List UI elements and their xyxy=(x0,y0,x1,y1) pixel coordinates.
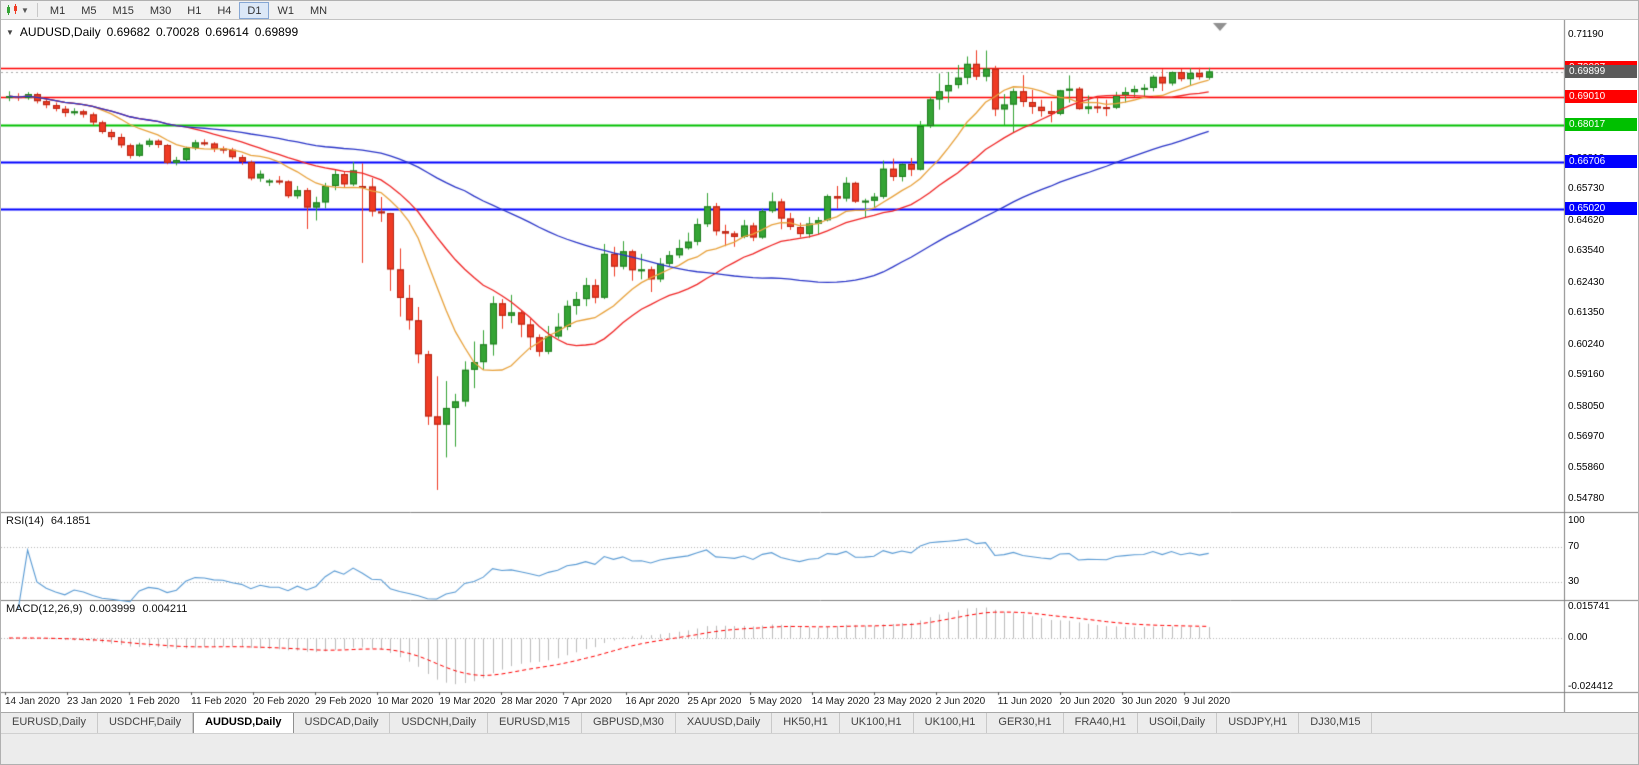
timeframe-button-w1[interactable]: W1 xyxy=(269,2,302,19)
chart-tab[interactable]: GER30,H1 xyxy=(987,713,1064,733)
ohlc-high: 0.70028 xyxy=(156,25,200,39)
ohlc-close: 0.69899 xyxy=(254,25,299,39)
ohlc-open: 0.69682 xyxy=(106,25,150,39)
chart-tab[interactable]: XAUUSD,Daily xyxy=(676,713,773,733)
chart-tab[interactable]: GBPUSD,M30 xyxy=(582,713,676,733)
macd-indicator-label: MACD(12,26,9) 0.003999 0.004211 xyxy=(6,603,187,615)
macd-main-value: 0.003999 xyxy=(89,603,136,615)
timeframe-button-m15[interactable]: M15 xyxy=(104,2,141,19)
timeframe-button-d1[interactable]: D1 xyxy=(239,1,270,19)
status-bar xyxy=(1,733,1638,764)
chevron-down-icon: ▼ xyxy=(21,5,29,15)
chart-tab[interactable]: EURUSD,M15 xyxy=(488,713,582,733)
rsi-indicator-label: RSI(14) 64.1851 xyxy=(6,515,91,527)
chart-symbol-period: AUDUSD,Daily xyxy=(19,25,101,39)
chart-canvas[interactable] xyxy=(1,20,1638,712)
chart-tab[interactable]: EURUSD,Daily xyxy=(1,713,98,733)
timeframe-toolbar: ▼ M1 M5 M15 M30 H1 H4 D1 W1 MN xyxy=(1,1,1638,20)
chart-tab[interactable]: USDJPY,H1 xyxy=(1217,713,1300,733)
chart-title: ▼ AUDUSD,Daily 0.69682 0.70028 0.69614 0… xyxy=(6,25,298,39)
timeframe-button-m30[interactable]: M30 xyxy=(142,2,179,19)
chart-tab[interactable]: UK100,H1 xyxy=(914,713,988,733)
timeframe-button-m5[interactable]: M5 xyxy=(73,2,104,19)
timeframe-buttons-group: M1 M5 M15 M30 H1 H4 D1 W1 MN xyxy=(42,1,335,19)
toolbar-divider xyxy=(36,3,38,17)
chart-tab[interactable]: DJ30,M15 xyxy=(1299,713,1373,733)
chart-type-button[interactable]: ▼ xyxy=(1,1,33,19)
chart-tab[interactable]: AUDUSD,Daily xyxy=(193,713,294,733)
chart-window: ▼ AUDUSD,Daily 0.69682 0.70028 0.69614 0… xyxy=(1,20,1638,712)
chart-tab[interactable]: USDCHF,Daily xyxy=(98,713,194,733)
chart-tab[interactable]: UK100,H1 xyxy=(840,713,914,733)
chart-tab[interactable]: FRA40,H1 xyxy=(1064,713,1138,733)
timeframe-button-h1[interactable]: H1 xyxy=(179,2,209,19)
macd-signal-value: 0.004211 xyxy=(142,603,188,615)
chart-tab[interactable]: HK50,H1 xyxy=(772,713,840,733)
candlestick-chart-icon xyxy=(7,4,17,15)
timeframe-button-mn[interactable]: MN xyxy=(302,2,335,19)
macd-name: MACD(12,26,9) xyxy=(6,603,83,615)
chart-tabs-bar: EURUSD,Daily USDCHF,Daily AUDUSD,Daily USDC… xyxy=(1,712,1638,733)
rsi-name: RSI(14) xyxy=(6,515,44,527)
ohlc-low: 0.69614 xyxy=(205,25,249,39)
rsi-value: 64.1851 xyxy=(50,515,91,527)
chart-tab[interactable]: USOil,Daily xyxy=(1138,713,1218,733)
chart-tab[interactable]: USDCNH,Daily xyxy=(390,713,489,733)
timeframe-button-h4[interactable]: H4 xyxy=(209,2,239,19)
collapse-chart-icon[interactable]: ▼ xyxy=(6,27,14,37)
chart-tab[interactable]: USDCAD,Daily xyxy=(294,713,391,733)
timeframe-button-m1[interactable]: M1 xyxy=(42,2,73,19)
